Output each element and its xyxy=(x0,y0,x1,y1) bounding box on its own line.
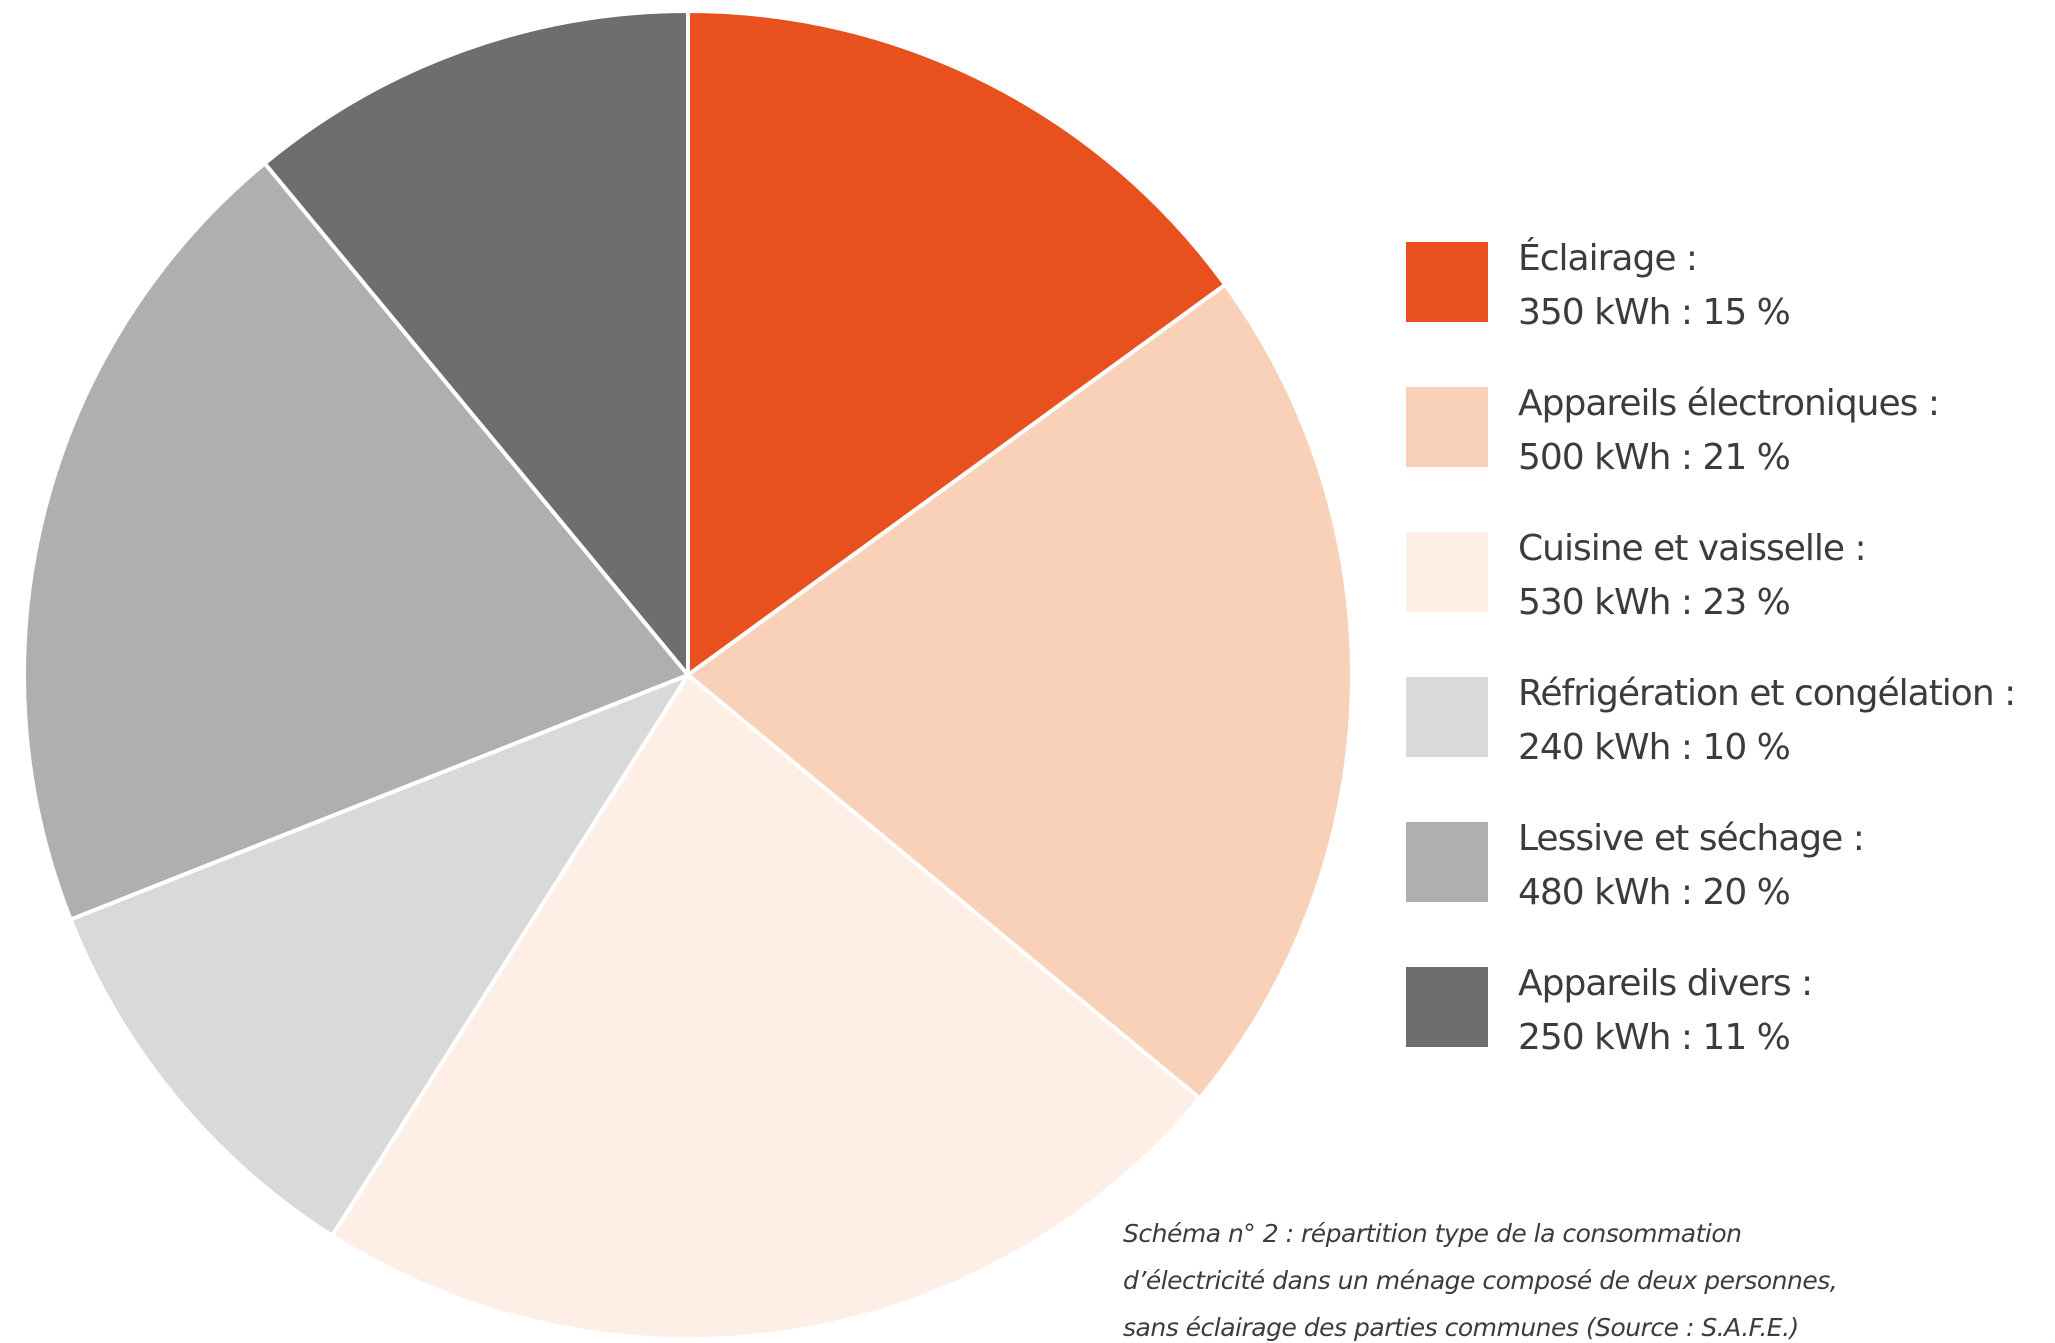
pie-slice xyxy=(261,8,690,681)
legend-swatch xyxy=(1406,532,1488,612)
legend-swatch xyxy=(1406,677,1488,757)
legend-label: Lessive et séchage : xyxy=(1518,818,1864,859)
legend-label: Appareils divers : xyxy=(1518,963,1812,1004)
legend-label: Cuisine et vaisselle : xyxy=(1518,528,1866,569)
pie-slice xyxy=(329,672,1203,1341)
legend-label: Appareils électroniques : xyxy=(1518,383,1939,424)
legend-label: Réfrigération et congélation : xyxy=(1518,673,2015,714)
legend-label: Éclairage : xyxy=(1518,237,1697,279)
caption-line: d’électricité dans un ménage composé de … xyxy=(1123,1266,1837,1295)
legend-swatch xyxy=(1406,242,1488,322)
pie-slice xyxy=(68,670,693,1239)
caption-line: Schéma n° 2 : répartition type de la con… xyxy=(1123,1219,1742,1248)
legend-value: 530 kWh : 23 % xyxy=(1518,582,1790,623)
legend-swatch xyxy=(1406,822,1488,902)
legend-swatch xyxy=(1406,967,1488,1047)
legend-value: 350 kWh : 15 % xyxy=(1518,292,1790,333)
caption-line: sans éclairage des parties communes (Sou… xyxy=(1123,1313,1799,1342)
pie-slice xyxy=(684,281,1354,1102)
legend-value: 500 kWh : 21 % xyxy=(1518,437,1790,478)
legend-value: 240 kWh : 10 % xyxy=(1518,727,1790,768)
legend-value: 480 kWh : 20 % xyxy=(1518,872,1790,913)
pie-slice xyxy=(22,160,692,923)
legend-value: 250 kWh : 11 % xyxy=(1518,1017,1790,1058)
legend-swatch xyxy=(1406,387,1488,467)
pie-slice xyxy=(686,8,1228,679)
